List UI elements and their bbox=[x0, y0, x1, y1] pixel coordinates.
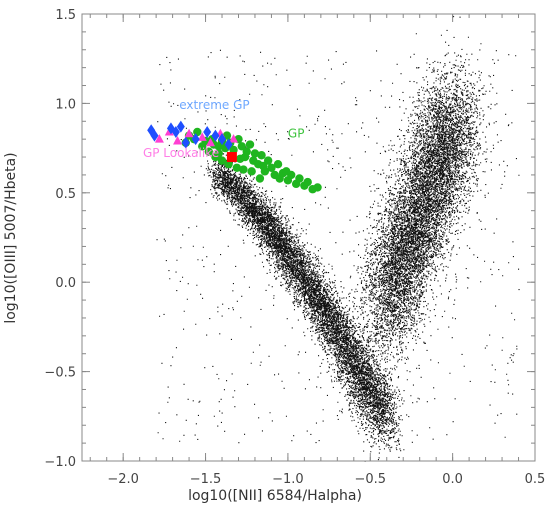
gp-point bbox=[267, 163, 276, 172]
annotation-label: GP Lookalike bbox=[143, 146, 219, 160]
x-axis: −2.0 −1.5 −1.0 −0.5 0.0 0.5 bbox=[89, 14, 546, 487]
extreme-gp-point bbox=[176, 120, 185, 133]
gp-point bbox=[313, 183, 322, 192]
plot-frame bbox=[81, 13, 536, 462]
gp-point bbox=[204, 147, 214, 156]
y-axis: −1.0 −0.5 0.0 0.5 1.0 1.5 bbox=[44, 8, 535, 470]
gp-lookalike-point bbox=[173, 135, 183, 145]
gp-point bbox=[193, 127, 202, 137]
x-tick-label: −1.5 bbox=[190, 472, 222, 487]
x-axis-label: log10([NII] 6584/Halpha) bbox=[188, 488, 362, 504]
extreme-gp-point bbox=[191, 133, 200, 146]
x-tick-label: 0.5 bbox=[525, 472, 546, 487]
annotation-label: extreme GP bbox=[179, 98, 249, 112]
extreme-gp-point bbox=[211, 129, 220, 142]
x-tick-label: −0.5 bbox=[354, 472, 386, 487]
highlight-square-point bbox=[226, 152, 237, 163]
gp-point bbox=[217, 156, 227, 165]
y-tick-label: 0.0 bbox=[55, 276, 76, 291]
y-tick-label: −0.5 bbox=[44, 366, 76, 381]
gp-point bbox=[295, 174, 304, 183]
y-tick-label: 1.5 bbox=[55, 8, 76, 23]
gp-lookalike-point bbox=[184, 128, 194, 138]
x-tick-label: 0.0 bbox=[442, 472, 463, 487]
gp-point bbox=[257, 151, 266, 160]
gp-point bbox=[303, 177, 312, 187]
y-tick-label: 0.5 bbox=[55, 187, 76, 202]
gp-point bbox=[224, 159, 233, 169]
gp-point bbox=[247, 167, 256, 176]
gp-point bbox=[242, 147, 251, 156]
annotations: extreme GP GP GP Lookalike bbox=[143, 98, 305, 160]
x-tick-label: −2.0 bbox=[107, 472, 139, 487]
gp-point bbox=[237, 142, 246, 151]
gp-point bbox=[263, 156, 273, 165]
gp-lookalike-point bbox=[205, 137, 215, 147]
gp-point bbox=[250, 149, 260, 158]
gp-lookalike-point bbox=[154, 134, 164, 143]
gp-point bbox=[273, 159, 283, 169]
gp-point bbox=[255, 174, 265, 183]
y-tick-label: −1.0 bbox=[44, 455, 76, 470]
extreme-gp-point bbox=[171, 126, 180, 139]
x-tick-label: −1.0 bbox=[272, 472, 304, 487]
extreme-gp-point bbox=[203, 126, 212, 139]
gp-point bbox=[239, 165, 248, 174]
gp-lookalike-point bbox=[229, 134, 239, 143]
gp-point bbox=[282, 167, 291, 176]
y-tick-label: 1.0 bbox=[55, 97, 76, 112]
y-axis-label: log10([OIII] 5007/Hbeta) bbox=[3, 152, 19, 323]
gp-point bbox=[229, 145, 238, 155]
extreme-gp-point bbox=[150, 129, 159, 142]
gp-lookalike-point bbox=[197, 132, 207, 141]
extreme-gp-point bbox=[224, 138, 233, 151]
gp-point bbox=[235, 154, 245, 164]
extreme-gp-point bbox=[218, 133, 227, 146]
gp-point bbox=[214, 149, 223, 158]
annotation-label: GP bbox=[288, 126, 305, 140]
gp-point bbox=[232, 163, 242, 172]
gp-point bbox=[245, 140, 255, 149]
extreme-gp-point bbox=[181, 136, 190, 149]
series-marks bbox=[147, 120, 322, 194]
background-dots bbox=[156, 16, 520, 462]
gp-point bbox=[259, 161, 268, 171]
background-points bbox=[156, 16, 520, 462]
gp-point bbox=[198, 142, 207, 151]
